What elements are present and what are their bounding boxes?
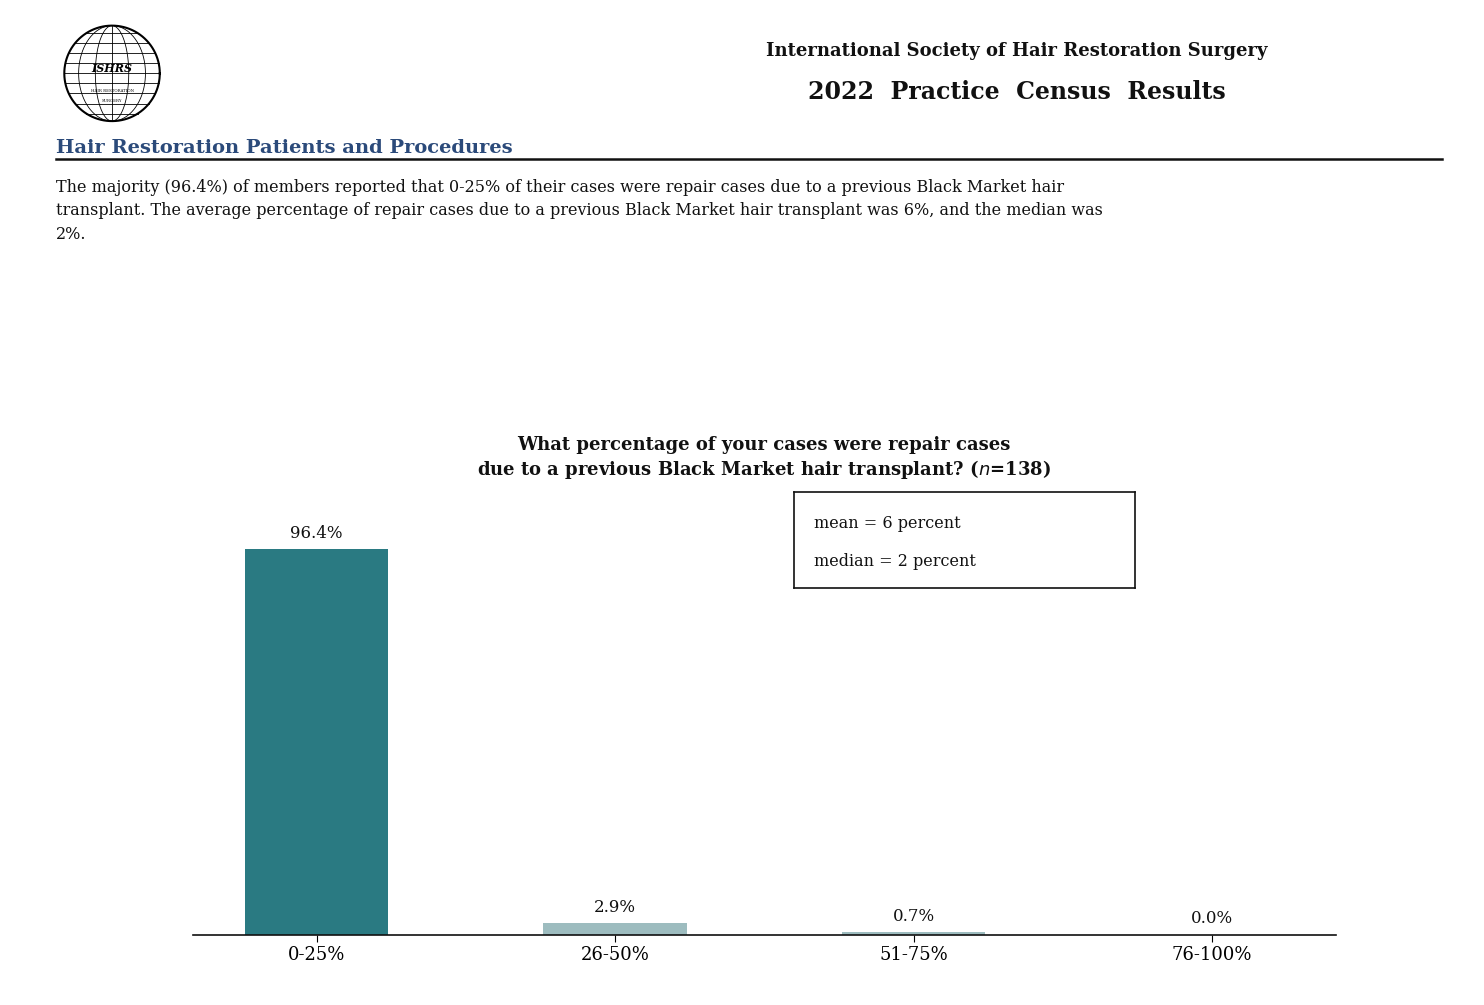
Text: 0.0%: 0.0% [1192, 911, 1233, 928]
Text: 2022  Practice  Census  Results: 2022 Practice Census Results [807, 80, 1226, 105]
Text: mean = 6 percent: mean = 6 percent [815, 515, 962, 532]
Text: SURGERY: SURGERY [102, 99, 122, 103]
Text: ISHRS: ISHRS [92, 63, 132, 73]
Bar [245, 549, 389, 935]
Text: 96.4%: 96.4% [291, 525, 343, 542]
Text: Hair Restoration Patients and Procedures: Hair Restoration Patients and Procedures [56, 139, 513, 157]
Text: 2.9%: 2.9% [594, 898, 637, 916]
Bar [543, 923, 687, 935]
Text: International Society of Hair Restoration Surgery: International Society of Hair Restoratio… [766, 42, 1267, 60]
Title: What percentage of your cases were repair cases
due to a previous Black Market h: What percentage of your cases were repai… [478, 436, 1051, 480]
Text: The majority (96.4%) of members reported that 0-25% of their cases were repair c: The majority (96.4%) of members reported… [56, 179, 1103, 243]
Text: HAIR RESTORATION: HAIR RESTORATION [91, 89, 134, 92]
Text: median = 2 percent: median = 2 percent [815, 553, 976, 570]
Text: 0.7%: 0.7% [892, 908, 935, 925]
Bar [841, 932, 985, 935]
